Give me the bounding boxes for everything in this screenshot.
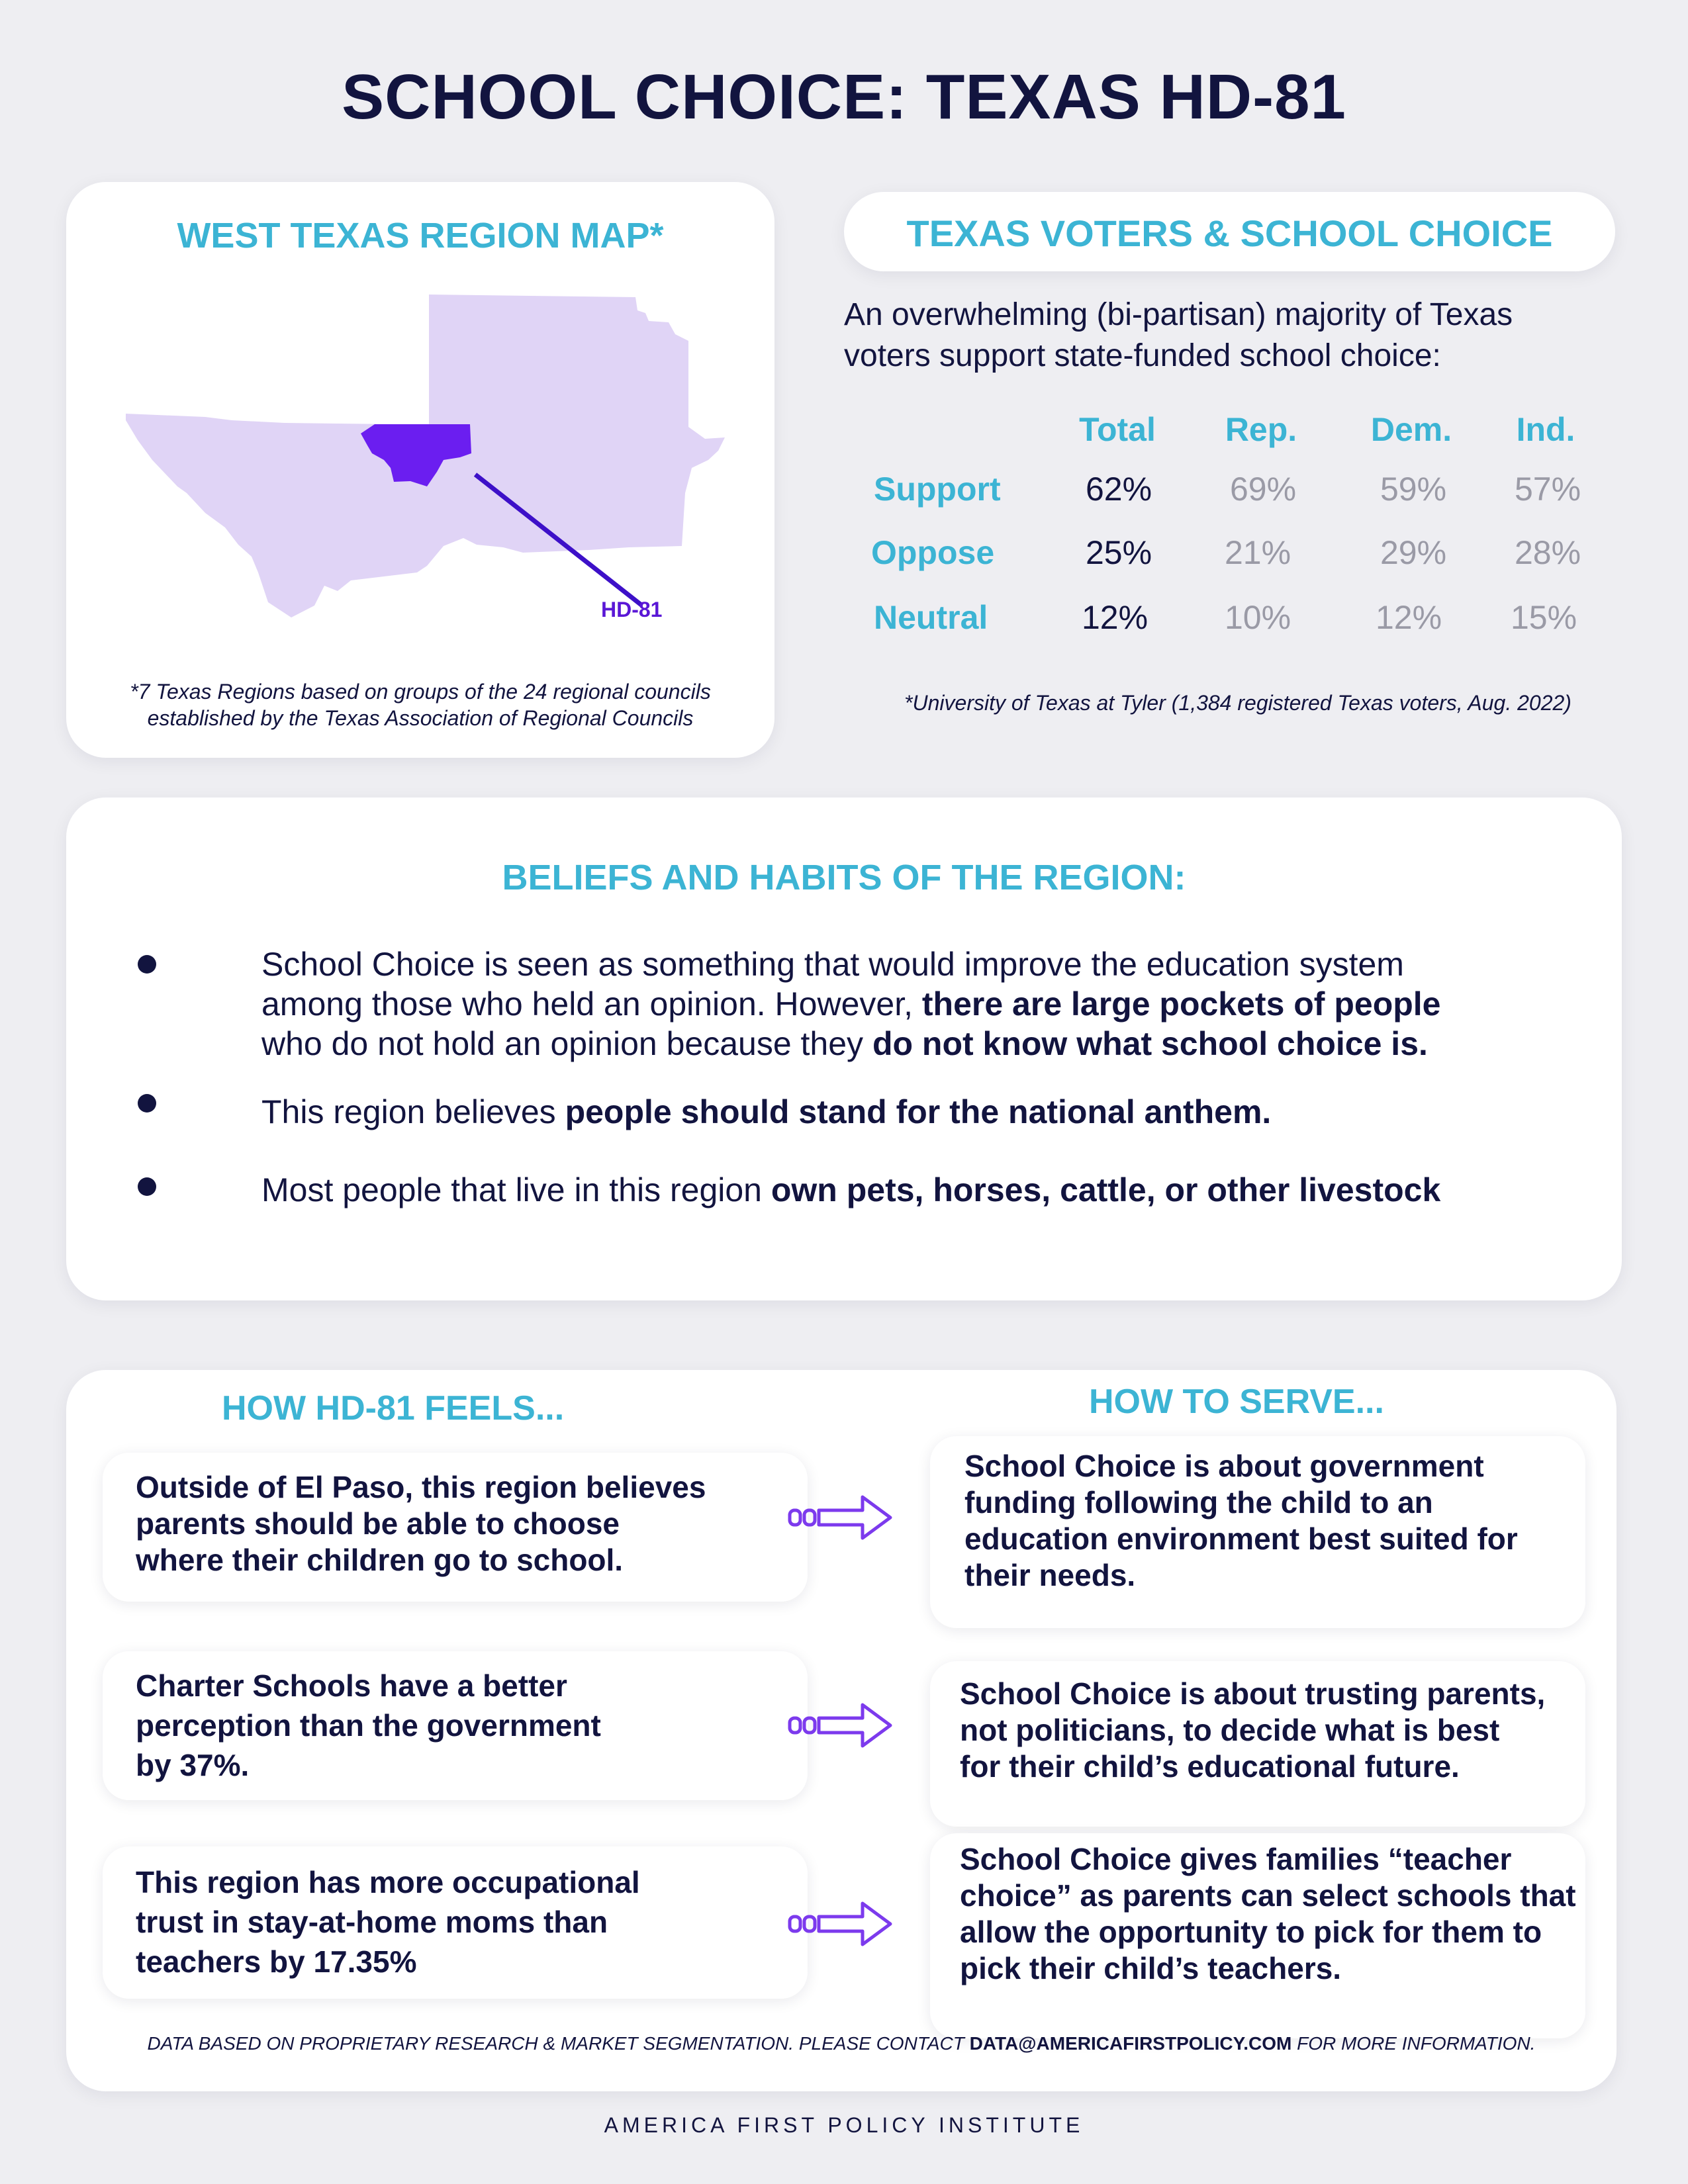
bullet-dot-3: [138, 1177, 156, 1196]
feels-3-line1: This region has more occupational: [136, 1865, 640, 1899]
belief-1-line3-emphasis: do not know what school choice is.: [872, 1025, 1428, 1062]
belief-1-line2-text: among those who held an opinion. However…: [261, 985, 922, 1023]
oppose-rep: 21%: [1224, 534, 1291, 571]
belief-2-text: This region believes: [261, 1093, 565, 1130]
serve-text-1: School Choice is about government fundin…: [964, 1448, 1580, 1594]
bullet-dot-1: [138, 955, 156, 974]
feels-text-3: This region has more occupational trust …: [136, 1862, 798, 1981]
serve-3-line4: pick their child’s teachers.: [960, 1951, 1342, 1985]
hd-81-map-label: HD-81: [601, 598, 663, 621]
belief-3-text: Most people that live in this region: [261, 1171, 771, 1208]
belief-1-line2-emphasis: there are large pockets of people: [921, 985, 1441, 1023]
belief-item-2: This region believes people should stand…: [261, 1092, 1618, 1132]
feels-text-2: Charter Schools have a better perception…: [136, 1666, 798, 1785]
hd-81-leader-line: [473, 473, 644, 608]
row-label-support: Support: [874, 471, 1001, 508]
serve-text-3: School Choice gives families “teacher ch…: [960, 1841, 1582, 1987]
voters-intro-line1: An overwhelming (bi-partisan) majority o…: [844, 297, 1513, 332]
map-footnote-line1: *7 Texas Regions based on groups of the …: [130, 680, 711, 704]
feels-box-3: [103, 1846, 808, 1999]
belief-3-emphasis: own pets, horses, cattle, or other lives…: [771, 1171, 1441, 1208]
serve-text-2: School Choice is about trusting parents,…: [960, 1676, 1582, 1785]
arrow-right-icon: [788, 1703, 892, 1748]
neutral-ind: 15%: [1510, 599, 1577, 636]
contact-email-link[interactable]: DATA@AMERICAFIRSTPOLICY.COM: [969, 2033, 1292, 2054]
oppose-ind: 28%: [1514, 534, 1581, 571]
belief-item-1: School Choice is seen as something that …: [261, 944, 1618, 1064]
row-label-oppose: Oppose: [871, 534, 995, 571]
beliefs-heading: BELIEFS AND HABITS OF THE REGION:: [502, 858, 1186, 897]
serve-3-line3: allow the opportunity to pick for them t…: [960, 1915, 1542, 1949]
belief-2-emphasis: people should stand for the national ant…: [565, 1093, 1272, 1130]
feels-2-line1: Charter Schools have a better: [136, 1668, 567, 1703]
support-dem: 59%: [1380, 471, 1447, 508]
feels-1-line1: Outside of El Paso, this region believes: [136, 1470, 706, 1504]
feels-box-2: [103, 1651, 808, 1800]
feels-3-line2: trust in stay-at-home moms than: [136, 1905, 608, 1939]
feels-heading: HOW HD-81 FEELS...: [222, 1389, 565, 1428]
feels-1-line2: parents should be able to choose: [136, 1506, 620, 1541]
serve-3-line2: choice” as parents can select schools th…: [960, 1878, 1576, 1913]
voters-heading: TEXAS VOTERS & SCHOOL CHOICE: [906, 212, 1553, 254]
neutral-total: 12%: [1081, 599, 1149, 636]
serve-box-2: [930, 1661, 1585, 1827]
bullet-dot-2: [138, 1094, 156, 1113]
oppose-dem: 29%: [1380, 534, 1447, 571]
belief-1-line3: who do not hold an opinion because they …: [261, 1024, 1618, 1064]
page-title: SCHOOL CHOICE: TEXAS HD-81: [342, 62, 1346, 132]
feels-text-1: Outside of El Paso, this region believes…: [136, 1469, 798, 1578]
feels-2-line2: perception than the government: [136, 1708, 601, 1743]
data-disclaimer: DATA BASED ON PROPRIETARY RESEARCH & MAR…: [66, 2033, 1617, 2054]
col-header-dem: Dem.: [1370, 411, 1452, 448]
serve-2-line2: not politicians, to decide what is best: [960, 1713, 1500, 1747]
support-total: 62%: [1085, 471, 1152, 508]
neutral-dem: 12%: [1375, 599, 1442, 636]
map-heading: WEST TEXAS REGION MAP*: [177, 216, 664, 255]
serve-2-line3: for their child’s educational future.: [960, 1749, 1460, 1784]
support-rep: 69%: [1229, 471, 1297, 508]
map-footnote-line2: established by the Texas Association of …: [147, 706, 694, 730]
arrow-right-icon: [788, 1495, 892, 1540]
belief-item-3: Most people that live in this region own…: [261, 1170, 1618, 1210]
feels-1-line3: where their children go to school.: [136, 1543, 624, 1577]
belief-1-line3-text: who do not hold an opinion because they: [261, 1025, 872, 1062]
serve-2-line1: School Choice is about trusting parents,: [960, 1676, 1546, 1711]
neutral-rep: 10%: [1224, 599, 1291, 636]
region-map-card: WEST TEXAS REGION MAP* HD-81 *7 Texas Re…: [66, 182, 774, 758]
texas-region-map: [126, 295, 725, 617]
hd-81-district-shape: [361, 424, 471, 486]
feels-serve-card: HOW HD-81 FEELS... HOW TO SERVE... Outsi…: [66, 1370, 1617, 2091]
serve-1-line1: School Choice is about government: [964, 1449, 1484, 1483]
feels-3-line3: teachers by 17.35%: [136, 1944, 417, 1979]
serve-3-line1: School Choice gives families “teacher: [960, 1842, 1512, 1876]
support-ind: 57%: [1514, 471, 1581, 508]
serve-heading: HOW TO SERVE...: [1089, 1383, 1384, 1421]
poll-source: *University of Texas at Tyler (1,384 reg…: [904, 691, 1571, 715]
feels-box-1: [103, 1453, 808, 1602]
belief-1-line2: among those who held an opinion. However…: [261, 984, 1618, 1024]
col-header-ind: Ind.: [1516, 411, 1575, 448]
serve-1-line4: their needs.: [964, 1558, 1136, 1592]
row-label-neutral: Neutral: [874, 599, 988, 636]
voters-heading-pill: TEXAS VOTERS & SCHOOL CHOICE: [844, 192, 1615, 271]
footer-org-name: AMERICA FIRST POLICY INSTITUTE: [604, 2113, 1084, 2137]
beliefs-card: BELIEFS AND HABITS OF THE REGION: School…: [66, 797, 1622, 1300]
serve-box-3: [930, 1833, 1585, 2038]
disclaimer-text-end: FOR MORE INFORMATION.: [1291, 2033, 1536, 2054]
oppose-total: 25%: [1085, 534, 1152, 571]
col-header-rep: Rep.: [1225, 411, 1297, 448]
col-header-total: Total: [1079, 411, 1156, 448]
serve-box-1: [930, 1436, 1585, 1628]
arrow-right-icon: [788, 1901, 892, 1946]
disclaimer-text-start: DATA BASED ON PROPRIETARY RESEARCH & MAR…: [147, 2033, 970, 2054]
serve-1-line2: funding following the child to an: [964, 1485, 1433, 1520]
belief-1-line1: School Choice is seen as something that …: [261, 946, 1404, 983]
serve-1-line3: education environment best suited for: [964, 1522, 1518, 1556]
feels-2-line3: by 37%.: [136, 1748, 250, 1782]
voters-intro-line2: voters support state-funded school choic…: [844, 338, 1441, 373]
